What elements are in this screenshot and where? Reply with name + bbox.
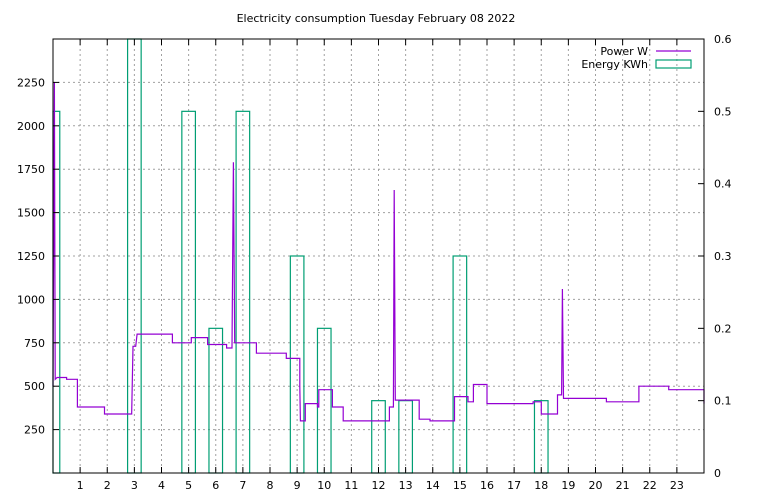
y-tick-label: 750 bbox=[24, 337, 45, 350]
axis-ticks: 1 2 3 4 5 6 7 8 9 10 11 12 13 14 15 16 17 18 19 20 21 22 23250… bbox=[17, 33, 732, 492]
y2-tick-label: 0 bbox=[714, 467, 721, 480]
x-tick-label: 16 bbox=[480, 479, 494, 492]
y2-tick-label: 0.3 bbox=[714, 250, 732, 263]
legend-power-label: Power W bbox=[600, 45, 648, 58]
y-tick-label: 1000 bbox=[17, 293, 45, 306]
x-tick-label: 19 bbox=[561, 479, 575, 492]
y-tick-label: 1500 bbox=[17, 207, 45, 220]
x-tick-label: 9 bbox=[294, 479, 301, 492]
x-tick-label: 7 bbox=[239, 479, 246, 492]
y2-tick-label: 0.1 bbox=[714, 395, 732, 408]
y2-tick-label: 0.2 bbox=[714, 322, 732, 335]
x-tick-label: 21 bbox=[616, 479, 630, 492]
x-tick-label: 12 bbox=[372, 479, 386, 492]
y-tick-label: 1250 bbox=[17, 250, 45, 263]
legend-energy-swatch bbox=[655, 59, 692, 69]
x-tick-label: 1 bbox=[77, 479, 84, 492]
x-tick-label: 13 bbox=[399, 479, 413, 492]
y-tick-label: 2250 bbox=[17, 76, 45, 89]
y-tick-label: 1750 bbox=[17, 163, 45, 176]
y-tick-label: 250 bbox=[24, 424, 45, 437]
x-tick-label: 2 bbox=[104, 479, 111, 492]
power-line bbox=[52, 82, 705, 422]
y2-tick-label: 0.4 bbox=[714, 178, 732, 191]
x-tick-label: 8 bbox=[267, 479, 274, 492]
y-tick-label: 500 bbox=[24, 380, 45, 393]
power-line-group bbox=[52, 82, 705, 422]
y2-tick-label: 0.6 bbox=[714, 33, 732, 46]
x-tick-label: 18 bbox=[534, 479, 548, 492]
x-tick-label: 3 bbox=[131, 479, 138, 492]
x-tick-label: 11 bbox=[344, 479, 358, 492]
grid-lines bbox=[53, 39, 704, 473]
x-tick-label: 22 bbox=[643, 479, 657, 492]
x-tick-label: 5 bbox=[185, 479, 192, 492]
x-tick-label: 6 bbox=[212, 479, 219, 492]
x-tick-label: 23 bbox=[670, 479, 684, 492]
energy-bar bbox=[371, 400, 386, 474]
legend: Power W Energy KWh bbox=[581, 45, 692, 71]
x-tick-label: 20 bbox=[589, 479, 603, 492]
x-tick-label: 17 bbox=[507, 479, 521, 492]
x-tick-label: 14 bbox=[426, 479, 440, 492]
y2-tick-label: 0.5 bbox=[714, 105, 732, 118]
x-tick-label: 4 bbox=[158, 479, 165, 492]
x-tick-label: 15 bbox=[453, 479, 467, 492]
y-tick-label: 2000 bbox=[17, 120, 45, 133]
energy-bar bbox=[398, 400, 414, 474]
chart-title: Electricity consumption Tuesday February… bbox=[237, 12, 516, 25]
legend-energy-label: Energy KWh bbox=[581, 58, 648, 71]
x-tick-label: 10 bbox=[317, 479, 331, 492]
